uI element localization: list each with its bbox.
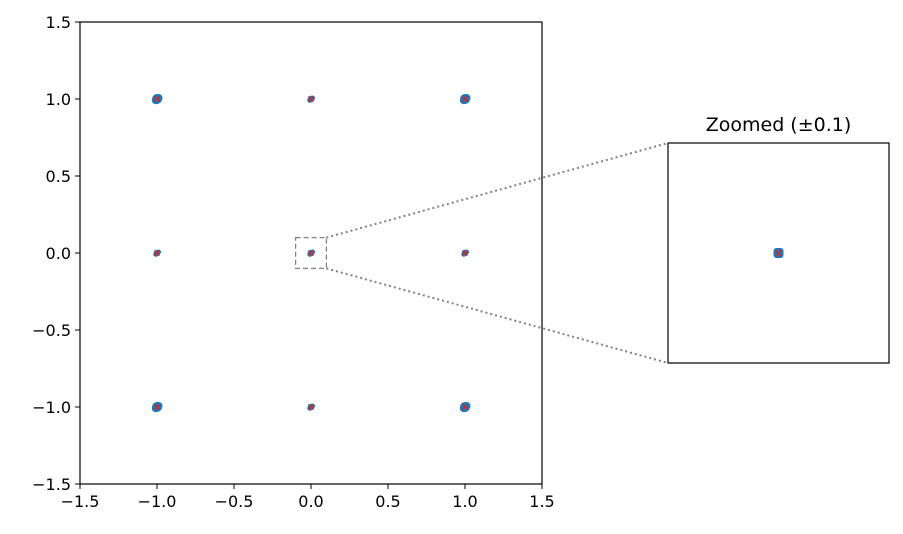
x-tick-label: 1.5 <box>529 492 554 511</box>
reference-marker <box>154 250 160 256</box>
inset-axes-frame <box>667 142 890 364</box>
zoom-region-box <box>294 236 328 270</box>
x-tick-label: 0.5 <box>375 492 400 511</box>
reference-marker <box>154 96 160 102</box>
inset-title: Zoomed (±0.1) <box>706 114 852 136</box>
x-tick-label: 1.0 <box>452 492 477 511</box>
x-tick-label: −1.5 <box>61 492 100 511</box>
y-tick-label: −1.5 <box>32 475 71 494</box>
y-tick-label: −0.5 <box>32 321 71 340</box>
x-tick-label: −0.5 <box>215 492 254 511</box>
connector-line-top <box>326 142 669 239</box>
x-tick-label: −1.0 <box>138 492 177 511</box>
reference-marker-stroke <box>462 404 468 410</box>
reference-marker <box>308 250 314 256</box>
reference-marker-stroke <box>308 96 314 102</box>
y-tick-label: 0.5 <box>46 167 71 186</box>
reference-marker-stroke <box>308 250 314 256</box>
reference-marker-stroke <box>154 250 160 256</box>
reference-marker <box>154 404 160 410</box>
y-tick-label: 0.0 <box>46 244 71 263</box>
reference-marker-stroke <box>154 404 160 410</box>
zoom-connector-lines <box>326 142 669 364</box>
x-tick-label: 0.0 <box>298 492 323 511</box>
reference-marker <box>462 96 468 102</box>
reference-marker-stroke <box>154 96 160 102</box>
main-scatter-panel: −1.5 −1.0 −0.5 0.0 0.5 1.0 1.5 −1.5 −1.0 −0.5 0.0 0… <box>32 13 555 511</box>
inset-reference-marker <box>775 249 782 257</box>
reference-marker <box>462 250 468 256</box>
y-tick-label: 1.5 <box>46 13 71 32</box>
reference-marker <box>462 404 468 410</box>
y-tick-label: 1.0 <box>46 90 71 109</box>
inset-reference-marker-stroke <box>775 249 782 257</box>
reference-marker-stroke <box>462 250 468 256</box>
reference-marker <box>308 96 314 102</box>
reference-marker-stroke <box>462 96 468 102</box>
connector-line-bottom <box>326 267 669 364</box>
reference-marker <box>308 404 314 410</box>
y-tick-label: −1.0 <box>32 398 71 417</box>
reference-marker-stroke <box>308 404 314 410</box>
zoomed-inset-panel: Zoomed (±0.1) <box>667 114 890 364</box>
